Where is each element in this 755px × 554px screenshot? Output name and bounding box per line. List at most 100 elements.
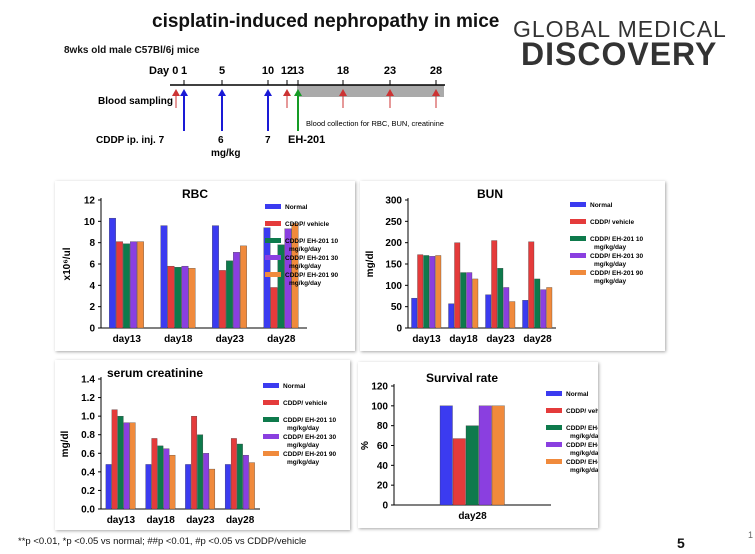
legend-label-1: CDDP/ vehicle — [566, 408, 598, 415]
bar-day13-3 — [429, 256, 436, 329]
y-tick-label: 10 — [84, 217, 96, 228]
legend-label-3: mg/kg/day — [287, 442, 320, 449]
bar-day23-3 — [203, 453, 210, 510]
y-tick-label: 6 — [89, 260, 95, 271]
legend-label-0: Normal — [283, 383, 306, 390]
legend-label-2: CDDP/ EH-201 10 — [566, 425, 598, 432]
legend-label-2: CDDP/ EH-201 10 — [590, 236, 643, 243]
y-tick-label: 12 — [84, 196, 96, 207]
mice-description: 8wks old male C57Bl/6j mice — [64, 45, 200, 56]
bar-day23-1 — [491, 240, 498, 329]
rbc-chart: RBC x10⁶/ul 0 2 4 6 8 10 12 day13 day18 day23 day28 N… — [62, 187, 338, 345]
legend-label-4: CDDP/ EH-201 90 — [285, 272, 338, 279]
legend-label-4: CDDP/ EH-201 90 — [566, 459, 598, 466]
significance-footnote: **p <0.01, *p <0.05 vs normal; ##p <0.01… — [18, 536, 307, 547]
blood-sampling-label: Blood sampling — [98, 96, 173, 107]
x-tick-label: day23 — [186, 515, 215, 526]
legend-label-4: mg/kg/day — [289, 280, 322, 287]
legend-label-3: mg/kg/day — [594, 261, 627, 268]
bar-day18-1 — [151, 438, 158, 510]
y-tick-label: 0 — [382, 501, 388, 512]
y-tick-label: 1.0 — [81, 412, 95, 423]
y-tick-label: 20 — [377, 481, 389, 492]
bar-day23-0 — [212, 225, 219, 329]
bar-day23-3 — [503, 287, 510, 329]
legend-label-2: mg/kg/day — [289, 246, 322, 253]
chart-panel-survival: Survival rate% 0 20 40 60 80 100 120 day28 Normal… — [358, 362, 619, 528]
legend-swatch-0 — [570, 202, 586, 207]
logo-line-1: GLOBAL MEDICAL — [513, 16, 727, 42]
bar-day18-0 — [448, 303, 455, 329]
dose-7-label: 7 — [265, 135, 271, 146]
legend-label-0: Normal — [285, 204, 308, 211]
legend-swatch-4 — [263, 451, 279, 456]
legend-label-4: CDDP/ EH-201 90 — [590, 270, 643, 277]
x-tick-label: day23 — [216, 334, 245, 345]
legend-swatch-2 — [263, 417, 279, 422]
bar-day13-0 — [109, 217, 116, 329]
legend-label-2: mg/kg/day — [570, 433, 598, 440]
legend-label-0: Normal — [590, 202, 613, 209]
x-tick-label: day18 — [449, 334, 478, 345]
blood-collection-label: Blood collection for RBC, BUN, creatinin… — [306, 119, 444, 128]
y-tick-label: 60 — [377, 441, 389, 452]
bar-day18-4 — [472, 278, 479, 329]
bar-day28-0 — [439, 405, 453, 506]
bar-day18-2 — [157, 445, 164, 510]
x-tick-label: day28 — [267, 334, 296, 345]
chart-title: BUN — [477, 187, 503, 201]
bun-chart: BUN mg/dl 0 50 100 150 200 250 300 day13 day18 day2… — [365, 187, 643, 345]
bar-day18-0 — [145, 464, 152, 510]
legend-swatch-4 — [265, 272, 281, 277]
legend-label-2: CDDP/ EH-201 10 — [285, 238, 338, 245]
y-tick-label: 1.4 — [81, 375, 95, 386]
bar-day13-3 — [123, 422, 130, 510]
bar-day18-4 — [169, 454, 176, 510]
blood-sampling-arrow-2-head — [339, 89, 347, 96]
bar-day23-3 — [233, 252, 240, 329]
bar-day18-3 — [181, 265, 189, 329]
bar-day23-0 — [185, 464, 192, 510]
legend-label-0: Normal — [566, 391, 589, 398]
timeline-day-5: 5 — [219, 65, 225, 77]
blood-sampling-arrow-4-head — [432, 89, 440, 96]
timeline-day-1: 1 — [181, 65, 187, 77]
legend-label-1: CDDP/ vehicle — [590, 219, 634, 226]
bar-day28-4 — [291, 223, 299, 329]
bar-day13-4 — [137, 241, 144, 329]
bar-day28-1 — [528, 241, 535, 329]
y-tick-label: 1.2 — [81, 393, 95, 404]
bar-day28-3 — [284, 228, 292, 329]
bar-day13-1 — [116, 241, 123, 329]
bar-day18-1 — [167, 265, 175, 329]
blood-sampling-arrow-0-head — [172, 89, 180, 96]
cddp-injection-arrow-2-head — [264, 89, 272, 96]
legend-swatch-4 — [546, 459, 562, 464]
legend-label-3: CDDP/ EH-201 30 — [590, 253, 643, 260]
legend-swatch-0 — [265, 204, 281, 209]
timeline-day-13: 13 — [292, 65, 304, 77]
bar-day23-4 — [209, 468, 216, 510]
bar-day28-1 — [270, 287, 278, 329]
legend-label-3: mg/kg/day — [289, 263, 322, 270]
bar-day23-2 — [197, 434, 204, 510]
bar-day13-4 — [435, 255, 442, 329]
slide-title: cisplatin-induced nephropathy in mice — [152, 11, 500, 32]
legend-swatch-2 — [546, 425, 562, 430]
legend-swatch-3 — [546, 442, 562, 447]
chart-title: Survival rate — [426, 371, 498, 385]
y-tick-label: 0.6 — [81, 449, 95, 460]
y-tick-label: 0.0 — [81, 505, 95, 516]
chart-panel-creatinine: serum creatinine mg/dl 0.0 0.2 0.4 0.6 0.8 1.0 1… — [55, 360, 350, 530]
x-tick-label: day18 — [146, 515, 175, 526]
bar-day18-1 — [454, 242, 461, 329]
x-tick-label: day23 — [486, 334, 515, 345]
bar-day13-2 — [117, 415, 124, 510]
legend-swatch-2 — [265, 238, 281, 243]
bar-day28-4 — [248, 462, 255, 510]
legend-swatch-0 — [546, 391, 562, 396]
bar-day28-1 — [230, 438, 237, 510]
cddp-injection-label: CDDP ip. inj. 7 — [96, 135, 165, 146]
edge-mark: 1 — [748, 530, 754, 540]
y-tick-label: 150 — [385, 260, 402, 271]
